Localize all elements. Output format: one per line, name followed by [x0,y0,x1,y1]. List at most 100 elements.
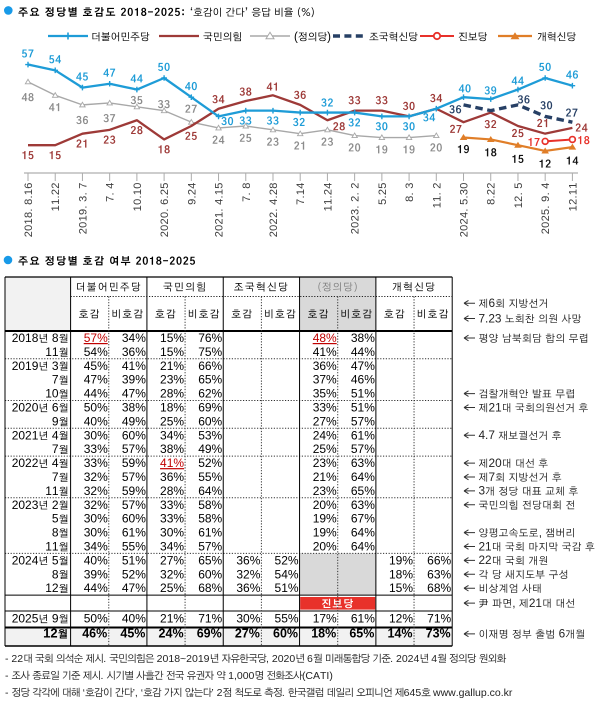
svg-text:‘: ‘ [141,687,143,699]
svg-text:47%: 47% [351,359,375,373]
svg-text:1,000: 1,000 [228,670,254,682]
svg-text:18%: 18% [160,401,184,415]
svg-text:60%: 60% [198,567,222,581]
svg-text:25%: 25% [160,581,184,595]
svg-text:9: 9 [52,414,59,428]
svg-text:65%: 65% [198,553,222,567]
svg-text:2025: 2025 [12,612,39,626]
svg-text:3: 3 [479,484,486,498]
svg-text:60%: 60% [122,512,146,526]
svg-text:30%: 30% [160,526,184,540]
svg-text:49%: 49% [198,442,222,456]
svg-text:19%: 19% [313,512,337,526]
svg-text:62%: 62% [198,387,222,401]
svg-text:47%: 47% [84,373,108,387]
svg-text:41%: 41% [313,345,337,359]
svg-text:8: 8 [52,526,59,540]
svg-text:.: . [282,687,285,699]
svg-text:7. 8: 7. 8 [241,182,253,202]
svg-text:63%: 63% [351,498,375,512]
svg-text:32%: 32% [84,498,108,512]
svg-text:69%: 69% [197,627,222,641]
svg-text:6: 6 [489,296,496,310]
svg-text:28%: 28% [160,387,184,401]
svg-text:11: 11 [45,484,59,498]
svg-text:15%: 15% [160,331,184,345]
svg-text:38%: 38% [160,442,184,456]
svg-text:9.24: 9.24 [186,182,198,205]
svg-text:64%: 64% [351,540,375,554]
svg-text:63%: 63% [427,567,451,581]
svg-text:.: . [390,653,393,665]
svg-text:60%: 60% [122,428,146,442]
svg-text:51%: 51% [122,553,146,567]
svg-text:34%: 34% [160,540,184,554]
svg-text:39%: 39% [84,567,108,581]
svg-text:10: 10 [45,387,59,401]
svg-text:8.22: 8.22 [486,182,498,205]
svg-text:21: 21 [479,539,492,553]
svg-text:2022: 2022 [12,456,39,470]
svg-text:5: 5 [52,512,59,526]
svg-text:63%: 63% [351,456,375,470]
svg-text:2019: 2019 [12,359,39,373]
svg-text:20%: 20% [313,540,337,554]
svg-text:7.23: 7.23 [479,311,502,325]
svg-text:4.7: 4.7 [479,428,495,442]
svg-text:2025. 9. 4: 2025. 9. 4 [540,182,552,234]
svg-text:24%: 24% [313,428,337,442]
svg-text:38%: 38% [122,401,146,415]
svg-text:22: 22 [479,553,492,567]
svg-text:22: 22 [11,653,23,665]
svg-text:39%: 39% [122,373,146,387]
svg-text:12: 12 [45,581,59,595]
svg-text:71%: 71% [198,612,222,626]
svg-text:33%: 33% [160,498,184,512]
svg-text:2023: 2023 [12,498,39,512]
svg-text:53%: 53% [198,428,222,442]
svg-text:7: 7 [52,470,59,484]
svg-text:64%: 64% [198,484,222,498]
svg-text:33%: 33% [160,512,184,526]
svg-text:61%: 61% [122,526,146,540]
svg-text:-: - [5,653,9,665]
svg-text:6: 6 [52,401,59,415]
svg-text:2024: 2024 [12,553,39,567]
svg-text:2022. 4.28: 2022. 4.28 [268,182,280,237]
svg-text:58%: 58% [198,512,222,526]
svg-text:41%: 41% [122,359,146,373]
svg-text:34%: 34% [84,540,108,554]
svg-text:15%: 15% [160,345,184,359]
svg-text:4: 4 [52,428,59,442]
svg-text:34%: 34% [160,428,184,442]
svg-text:15%: 15% [389,581,413,595]
svg-text:54%: 54% [275,567,299,581]
svg-text:44%: 44% [84,581,108,595]
svg-text:33%: 33% [313,401,337,415]
svg-text:‘: ‘ [83,687,85,699]
svg-text:65%: 65% [198,373,222,387]
svg-text:65%: 65% [349,627,374,641]
svg-text:61%: 61% [351,428,375,442]
svg-text:36%: 36% [122,345,146,359]
svg-text:30%: 30% [84,428,108,442]
svg-text:(: ( [294,31,298,43]
svg-text:21: 21 [529,596,542,610]
svg-text:68%: 68% [427,581,451,595]
svg-text:27%: 27% [160,553,184,567]
svg-text:34%: 34% [122,331,146,345]
svg-text:-: - [5,670,9,682]
svg-text:30%: 30% [236,612,260,626]
svg-text:65%: 65% [351,484,375,498]
svg-text:55%: 55% [275,612,299,626]
svg-text:,: , [512,596,515,610]
svg-text:11: 11 [45,540,59,554]
svg-text:12%: 12% [389,612,413,626]
svg-text:68%: 68% [198,581,222,595]
svg-text:2018: 2018 [12,331,39,345]
svg-text:11.24: 11.24 [322,182,334,211]
svg-text:66%: 66% [427,553,451,567]
svg-text:17%: 17% [313,612,337,626]
svg-text:8. 3: 8. 3 [404,182,416,202]
svg-text:19%: 19% [313,526,337,540]
